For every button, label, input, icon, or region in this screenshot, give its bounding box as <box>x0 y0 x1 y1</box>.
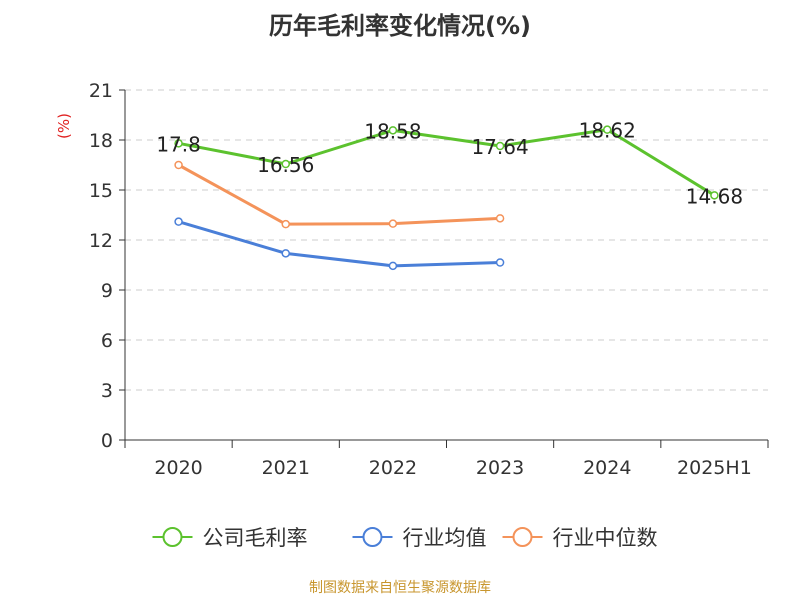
data-point <box>388 126 398 135</box>
grid-lines <box>125 89 768 391</box>
y-tick-label: 9 <box>101 280 113 302</box>
legend-label: 行业中位数 <box>553 526 658 550</box>
data-label: 14.68 <box>686 184 743 208</box>
legend-marker <box>362 527 383 547</box>
axes: 0 3 6 9 12 15 18 21 (%) 2020 2021 2022 2023 2024 2025H… <box>55 80 769 479</box>
series-line <box>178 220 501 268</box>
data-point <box>603 125 612 134</box>
data-point <box>174 139 183 148</box>
y-tick-label: 12 <box>89 230 113 252</box>
data-label: 16.56 <box>257 153 314 177</box>
y-tick-label: 3 <box>101 380 113 402</box>
series-line <box>178 128 716 197</box>
data-point <box>174 217 183 226</box>
data-point <box>495 141 505 151</box>
y-tick-label: 18 <box>89 130 113 152</box>
y-tick-label: 6 <box>101 330 113 352</box>
data-labels: 17.8 16.56 18.58 17.64 18.62 14.68 <box>156 119 743 209</box>
y-axis-label: (%) <box>55 113 73 139</box>
x-tick-label: 2023 <box>476 457 524 479</box>
series <box>174 125 719 271</box>
x-tick-label: 2024 <box>583 457 631 479</box>
x-tick-label: 2022 <box>369 457 417 479</box>
data-point <box>281 249 290 258</box>
data-point <box>174 160 183 170</box>
y-tick-label: 0 <box>101 430 113 452</box>
data-point <box>495 214 505 223</box>
legend-label: 公司毛利率 <box>203 526 308 550</box>
data-label: 18.58 <box>364 119 421 143</box>
data-label: 18.62 <box>579 119 636 143</box>
x-tick-label: 2020 <box>154 457 202 479</box>
data-point <box>495 258 505 267</box>
legend: 公司毛利率 行业均值 行业中位数 <box>152 526 658 550</box>
chart-title: 历年毛利率变化情况(%) <box>269 12 531 40</box>
data-point <box>388 219 398 228</box>
source-note: 制图数据来自恒生聚源数据库 <box>309 580 491 596</box>
legend-marker <box>162 527 183 547</box>
data-point <box>281 219 290 229</box>
legend-label: 行业均值 <box>403 526 487 550</box>
y-tick-label: 21 <box>89 80 113 102</box>
data-label: 17.8 <box>156 132 201 156</box>
data-point <box>281 159 290 169</box>
data-point <box>710 191 719 200</box>
series-line <box>177 163 501 226</box>
legend-marker <box>512 527 533 547</box>
y-tick-label: 15 <box>89 180 113 202</box>
x-tick-label: 2021 <box>262 457 310 479</box>
data-label: 17.64 <box>471 135 528 159</box>
data-point <box>388 261 398 271</box>
x-tick-label: 2025H1 <box>677 457 752 479</box>
